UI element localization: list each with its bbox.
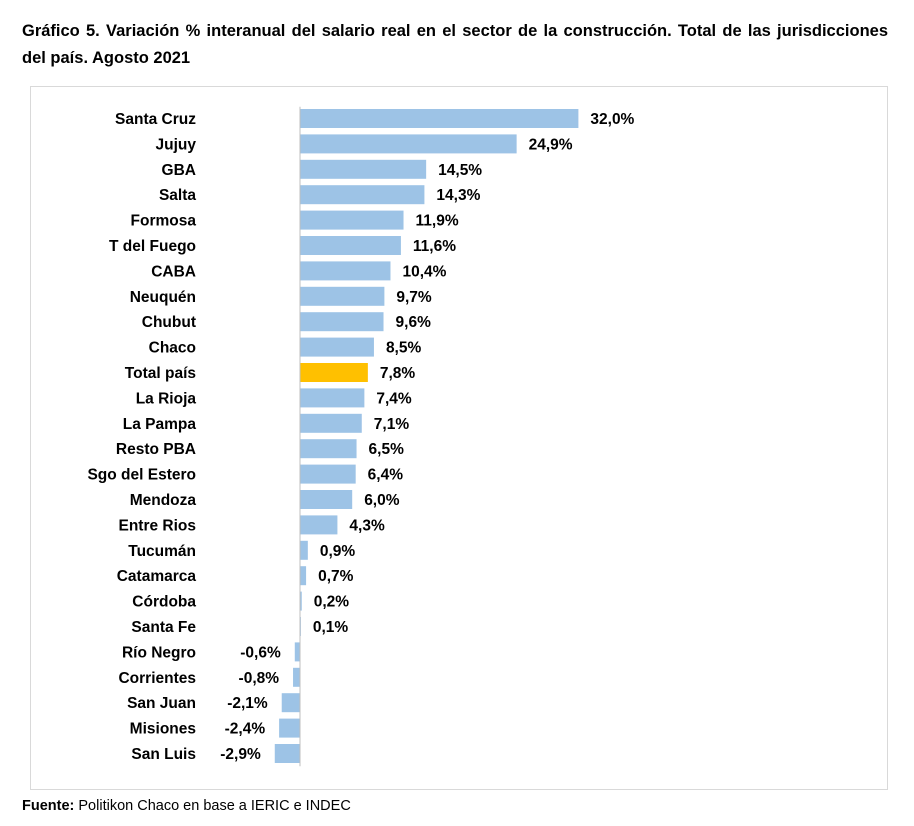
data-label: 32,0%	[590, 111, 634, 128]
category-label: CABA	[151, 263, 196, 280]
category-label: La Rioja	[136, 390, 197, 407]
source-note: Fuente: Politikon Chaco en base a IERIC …	[22, 798, 351, 814]
bar-0	[300, 109, 579, 128]
bar-25	[274, 744, 300, 763]
category-label: T del Fuego	[109, 238, 196, 255]
source-text: Politikon Chaco en base a IERIC e INDEC	[78, 798, 351, 814]
category-label: Chaco	[149, 340, 196, 357]
category-label: Entre Rios	[118, 517, 196, 534]
bar-15	[300, 490, 353, 509]
data-label: 8,5%	[386, 340, 422, 357]
data-label: 14,5%	[438, 162, 482, 179]
bar-19	[300, 591, 302, 611]
category-label: Resto PBA	[116, 441, 196, 458]
data-label: 6,5%	[369, 441, 405, 458]
category-label: Mendoza	[130, 492, 197, 509]
data-label: 7,8%	[380, 365, 416, 382]
data-label: 11,6%	[413, 238, 456, 255]
data-label: -2,9%	[220, 746, 261, 763]
data-label: 11,9%	[416, 213, 459, 230]
data-label: 0,7%	[318, 568, 354, 585]
bar-1	[300, 134, 517, 154]
bar-16	[300, 515, 338, 535]
bar-22	[293, 667, 300, 687]
data-label: 9,7%	[396, 289, 432, 306]
data-label: 9,6%	[396, 314, 432, 331]
category-label: San Luis	[131, 746, 196, 763]
bar-11	[300, 388, 365, 408]
category-label: La Pampa	[123, 416, 197, 433]
category-label: Misiones	[130, 721, 196, 738]
category-label: Salta	[159, 187, 196, 204]
category-label: San Juan	[127, 695, 196, 712]
category-label: Santa Cruz	[115, 111, 196, 128]
data-label: 14,3%	[436, 187, 480, 204]
bar-5	[300, 236, 401, 255]
source-label: Fuente:	[22, 798, 75, 814]
category-label: Neuquén	[130, 289, 196, 306]
data-label: -0,8%	[239, 670, 280, 687]
category-label: Córdoba	[132, 594, 196, 611]
data-label: 6,4%	[368, 467, 404, 484]
category-label: Total país	[125, 365, 196, 382]
category-label: Tucumán	[128, 543, 196, 560]
data-label: 24,9%	[529, 136, 573, 153]
bar-6	[300, 261, 391, 281]
bar-10	[300, 363, 368, 382]
data-label: 7,4%	[376, 390, 412, 407]
bar-12	[300, 413, 362, 433]
bar-24	[279, 718, 300, 738]
bar-chart: Santa Cruz 32,0% Jujuy 24,9% GBA 14,5% Salta 14…	[87, 106, 635, 767]
chart-title: Gráfico 5. Variación % interanual del sa…	[22, 22, 888, 67]
bar-9	[300, 337, 374, 357]
category-label: Sgo del Estero	[87, 467, 196, 484]
category-label: Río Negro	[122, 644, 196, 661]
bar-13	[300, 439, 357, 459]
category-label: Formosa	[131, 213, 197, 230]
category-label: GBA	[162, 162, 196, 179]
bar-18	[300, 566, 307, 586]
category-label: Santa Fe	[131, 619, 196, 636]
data-label: 0,1%	[313, 619, 349, 636]
data-label: -0,6%	[240, 644, 281, 661]
bar-21	[294, 642, 300, 662]
bar-7	[300, 286, 385, 306]
data-label: 10,4%	[402, 263, 446, 280]
data-label: 0,2%	[314, 594, 350, 611]
bar-14	[300, 464, 356, 484]
category-label: Catamarca	[117, 568, 197, 585]
data-label: -2,4%	[225, 721, 266, 738]
data-label: 4,3%	[349, 517, 385, 534]
bar-2	[300, 159, 427, 179]
category-label: Corrientes	[118, 670, 196, 687]
data-label: 7,1%	[374, 416, 410, 433]
bar-23	[281, 693, 300, 713]
category-label: Chubut	[142, 314, 196, 331]
data-label: 0,9%	[320, 543, 356, 560]
category-label: Jujuy	[156, 136, 197, 153]
data-label: 6,0%	[364, 492, 400, 509]
chart-area	[30, 86, 888, 790]
data-label: -2,1%	[227, 695, 268, 712]
bar-3	[300, 185, 425, 205]
bar-8	[300, 312, 384, 332]
bar-17	[300, 540, 308, 560]
bar-4	[300, 210, 404, 230]
